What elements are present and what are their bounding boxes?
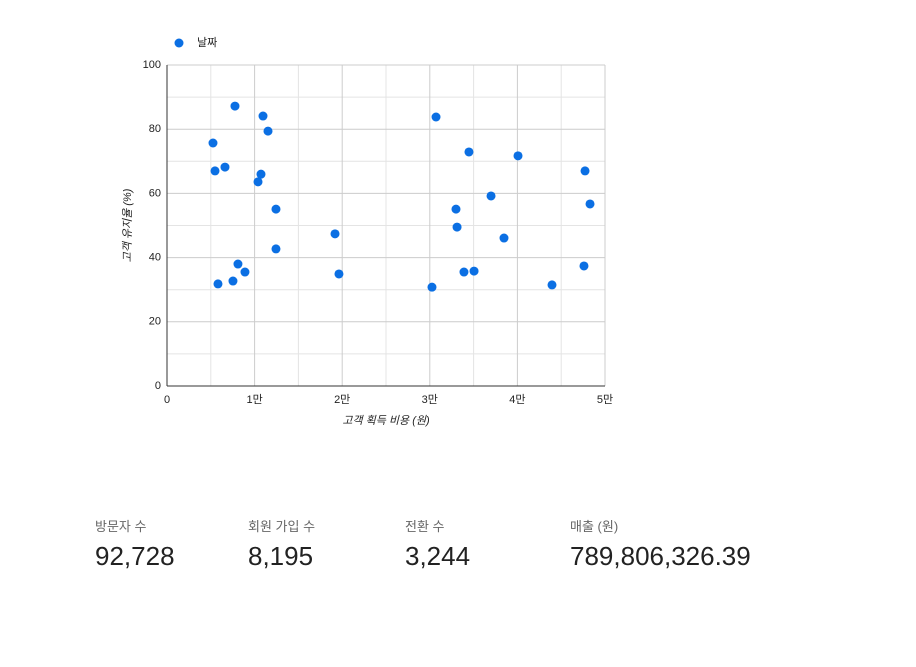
point [210, 166, 220, 176]
scorecard: 매출 (원) 789,806,326.39 [570, 516, 751, 572]
scorecard-value: 8,195 [248, 541, 314, 571]
point [580, 166, 590, 176]
point [585, 199, 595, 209]
point [253, 177, 263, 187]
x-tick-label: 1만 [246, 393, 262, 406]
point [499, 233, 509, 243]
point [427, 282, 437, 292]
scorecard-value: 789,806,326.39 [570, 541, 751, 571]
point [271, 244, 281, 254]
scorecard: 회원 가입 수 8,195 [248, 516, 315, 572]
y-tick-label: 40 [149, 252, 161, 264]
scorecard-value: 92,728 [95, 541, 175, 571]
x-tick-label: 4만 [509, 393, 525, 406]
point [579, 261, 589, 271]
y-tick-label: 0 [155, 380, 161, 392]
point [233, 259, 243, 269]
y-tick-label: 60 [149, 187, 161, 199]
x-axis-title: 고객 획득 비용 (원) [342, 414, 430, 427]
scorecard-label: 방문자 수 [95, 519, 147, 534]
y-tick-label: 20 [149, 316, 161, 328]
scorecard-value: 3,244 [405, 541, 471, 571]
point [451, 204, 461, 214]
point [547, 280, 557, 290]
point [464, 147, 474, 157]
point [258, 111, 268, 121]
point [334, 269, 344, 279]
x-tick-label: 0 [164, 394, 170, 406]
point [220, 162, 230, 172]
point [228, 276, 238, 286]
point [486, 191, 496, 201]
point [459, 267, 469, 277]
scorecard-label: 매출 (원) [570, 519, 619, 534]
scorecard-label: 전환 수 [405, 519, 445, 534]
point [208, 138, 218, 148]
legend-label: 날짜 [197, 36, 217, 49]
legend-marker [174, 38, 184, 48]
x-tick-label: 2만 [334, 393, 350, 406]
y-axis-title: 고객 유지율 (%) [121, 188, 134, 262]
scorecard-label: 회원 가입 수 [248, 519, 316, 534]
point [256, 169, 266, 179]
x-tick-label: 5만 [597, 393, 613, 406]
point [452, 222, 462, 232]
point [431, 112, 441, 122]
point [230, 101, 240, 111]
y-tick-label: 100 [143, 59, 161, 71]
chart: 0 1만 2만 3만 4만 5만 0 20 40 60 80 100 고객 획득 비용 (원) 고객 유지… [121, 36, 613, 427]
scorecard: 전환 수 3,244 [405, 516, 470, 572]
point [271, 204, 281, 214]
y-tick-label: 80 [149, 123, 161, 135]
point [263, 126, 273, 136]
point [213, 279, 223, 289]
point [240, 267, 250, 277]
scorecard: 방문자 수 92,728 [95, 516, 175, 572]
point [330, 229, 340, 239]
x-tick-label: 3만 [422, 393, 438, 406]
point [513, 151, 523, 161]
point [469, 266, 479, 276]
